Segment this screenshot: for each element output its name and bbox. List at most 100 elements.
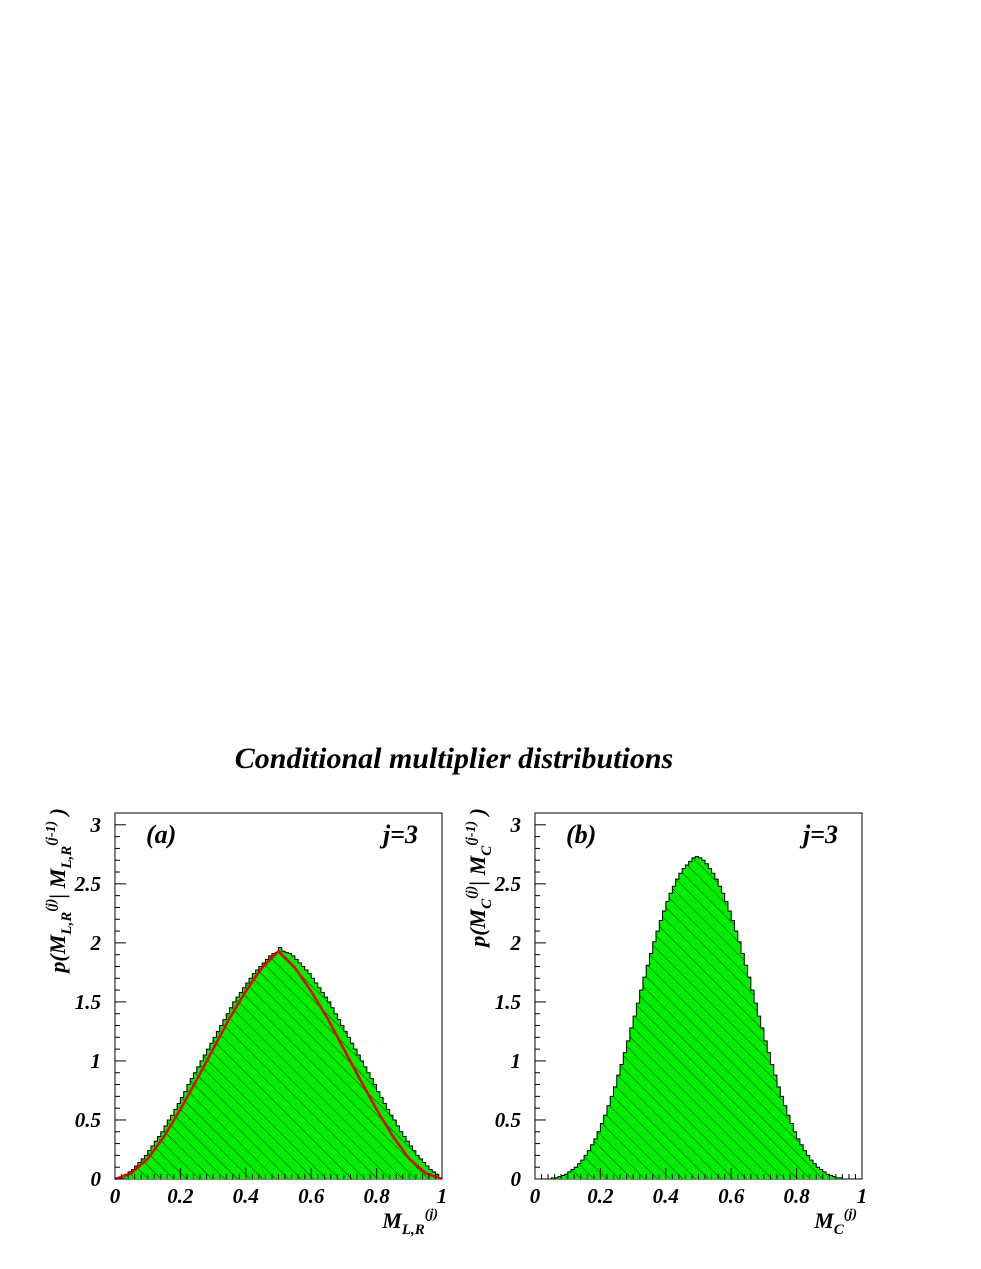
histogram-bar <box>678 873 683 1179</box>
histogram-bar <box>747 977 752 1179</box>
histogram-bar <box>379 1097 384 1179</box>
x-tick-label: 0 <box>530 1184 541 1208</box>
histogram-bar <box>340 1025 345 1179</box>
y-axis-label: p(ML,R(j)| ML,R(j-1) ) <box>44 808 75 975</box>
histogram-bar <box>356 1055 361 1179</box>
histogram-bar <box>780 1096 784 1179</box>
histogram-bar <box>616 1075 621 1179</box>
histogram-bar <box>600 1123 605 1179</box>
histogram-bar <box>695 856 699 1179</box>
histogram-bar <box>711 873 716 1179</box>
histogram-bar <box>718 886 722 1179</box>
y-tick-labels: 0 0.5 1 1.5 2 2.5 3 <box>74 813 102 1191</box>
histogram-bar <box>347 1037 351 1179</box>
x-tick-label: 1 <box>437 1184 448 1208</box>
histogram-bar <box>258 966 263 1179</box>
x-tick-label: 0 <box>110 1184 121 1208</box>
histogram-bar <box>701 860 706 1179</box>
histogram-bar <box>606 1105 611 1179</box>
histogram-bar <box>770 1064 775 1179</box>
histogram-bar <box>737 941 742 1179</box>
histogram-bar <box>343 1031 348 1179</box>
histogram-bar <box>350 1043 355 1179</box>
histogram-bar <box>577 1163 582 1179</box>
histogram-bar <box>376 1091 381 1179</box>
histogram-bar <box>669 893 673 1179</box>
histogram-bar <box>160 1131 165 1179</box>
histogram-bar <box>574 1167 578 1179</box>
histogram-bar <box>235 997 240 1179</box>
histogram-bar <box>685 864 690 1179</box>
histogram-bar <box>392 1119 397 1179</box>
histogram-bar <box>406 1141 410 1179</box>
histogram-bar <box>639 990 644 1179</box>
histogram-bar <box>822 1171 827 1179</box>
histogram-bar <box>124 1174 129 1179</box>
histogram-bar <box>646 965 650 1179</box>
histogram-bar <box>786 1115 791 1179</box>
histogram-bar <box>688 861 693 1179</box>
x-label-sub: L,R <box>401 1222 425 1238</box>
histogram-bar <box>826 1174 830 1179</box>
panel-label: (a) <box>146 820 176 849</box>
histogram-bar <box>776 1086 781 1179</box>
histogram-bar <box>314 983 319 1179</box>
histogram-bar <box>741 953 745 1179</box>
histogram-bar <box>360 1060 364 1179</box>
y-label-p: p( <box>465 927 490 949</box>
histogram-bar <box>803 1150 807 1179</box>
histogram-bar <box>337 1019 342 1179</box>
x-axis-label: MC(j) <box>813 1207 857 1238</box>
axis-ticks <box>534 824 863 1180</box>
y-label-m1: M <box>45 933 70 955</box>
histogram-bar <box>301 966 306 1179</box>
histogram-bar <box>304 970 309 1179</box>
histogram-bar <box>330 1007 335 1179</box>
histogram-bar <box>610 1096 614 1179</box>
histogram-bar <box>173 1109 178 1179</box>
histogram-bar <box>327 1001 332 1179</box>
histogram-bar <box>557 1176 562 1179</box>
histogram-bar <box>311 978 315 1179</box>
histogram-bar <box>190 1078 194 1179</box>
histogram-bar <box>642 977 647 1179</box>
histogram-bar <box>665 901 670 1179</box>
histogram-bar <box>177 1103 181 1179</box>
histogram-bar <box>307 973 312 1179</box>
histogram-bar <box>584 1155 588 1179</box>
histogram-bar <box>285 952 289 1179</box>
histogram-bar <box>783 1105 788 1179</box>
histogram-bar <box>806 1155 811 1179</box>
histogram-bar <box>353 1049 358 1179</box>
histogram-bar <box>245 983 250 1179</box>
histogram-bar <box>626 1040 631 1179</box>
x-tick-label: 0.8 <box>783 1184 810 1208</box>
histogram-bar <box>682 868 686 1179</box>
histogram-bar <box>721 893 726 1179</box>
histogram-bar <box>239 992 243 1179</box>
histogram-bar <box>242 987 247 1179</box>
histogram-bar <box>816 1167 820 1179</box>
histogram-bar <box>750 990 755 1179</box>
histogram-bars <box>118 947 443 1179</box>
y-label-m2: M <box>465 854 490 876</box>
histogram-bar <box>636 1003 641 1179</box>
y-tick-label: 3 <box>510 813 522 837</box>
y-label-m1: M <box>465 907 490 929</box>
histogram-bar <box>281 951 286 1179</box>
histogram-bar <box>291 955 296 1179</box>
y-tick-labels: 0 0.5 1 1.5 2 2.5 3 <box>494 813 522 1191</box>
histogram-bar <box>383 1103 387 1179</box>
histogram-bar <box>249 978 253 1179</box>
histogram-bar <box>629 1027 634 1179</box>
histogram-bar <box>564 1174 569 1179</box>
histogram-bar <box>829 1175 833 1179</box>
x-tick-label: 0.4 <box>653 1184 679 1208</box>
y-tick-label: 0 <box>91 1167 102 1191</box>
histogram-bar <box>587 1150 591 1179</box>
y-tick-label: 0 <box>511 1167 522 1191</box>
histogram-bar <box>131 1169 136 1179</box>
x-tick-label: 0.2 <box>167 1184 194 1208</box>
histogram-bar <box>298 962 302 1179</box>
histogram-bar <box>321 992 325 1179</box>
